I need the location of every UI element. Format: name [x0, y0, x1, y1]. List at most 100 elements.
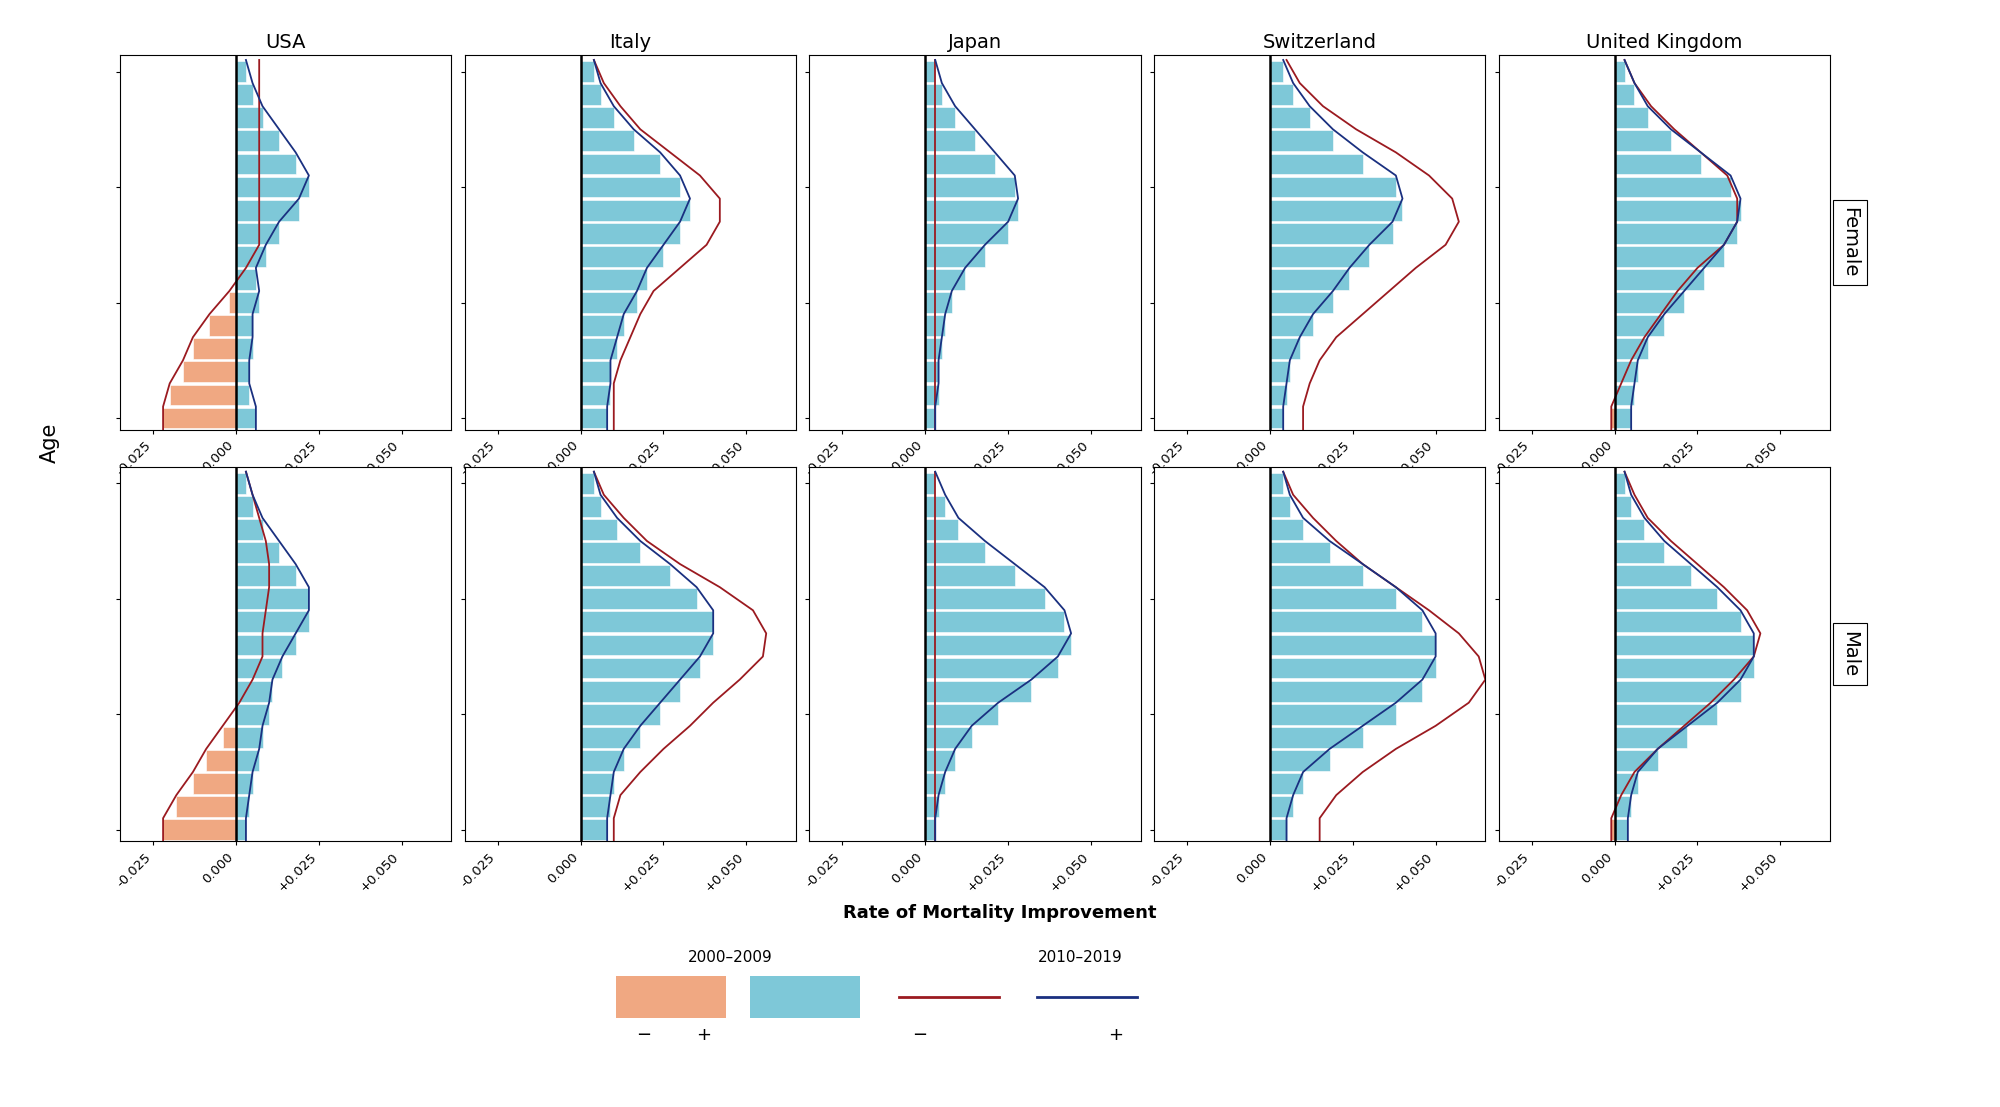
Bar: [236, 519, 262, 540]
Bar: [236, 131, 280, 152]
Bar: [236, 246, 266, 267]
Title: Italy: Italy: [610, 33, 652, 52]
Bar: [1614, 362, 1638, 382]
Bar: [1614, 658, 1754, 679]
Bar: [1270, 269, 1350, 290]
Bar: [580, 199, 690, 220]
Bar: [926, 84, 942, 105]
Bar: [236, 819, 246, 840]
Bar: [236, 199, 298, 220]
Bar: [580, 339, 618, 359]
Bar: [926, 292, 952, 313]
Bar: [926, 315, 946, 337]
Bar: [1612, 407, 1614, 428]
Bar: [1614, 473, 1624, 494]
Bar: [1614, 634, 1754, 655]
Bar: [580, 362, 610, 382]
Bar: [580, 681, 680, 702]
Bar: [1614, 751, 1658, 770]
Bar: [1614, 773, 1638, 794]
Bar: [1270, 223, 1392, 244]
Bar: [1614, 84, 1634, 105]
Bar: [236, 107, 262, 128]
Bar: [580, 292, 636, 313]
Bar: [926, 407, 936, 428]
Bar: [236, 496, 252, 517]
Bar: [1270, 588, 1396, 609]
Bar: [1270, 315, 1314, 337]
Bar: [1614, 384, 1634, 405]
Bar: [1270, 384, 1286, 405]
Bar: [580, 542, 640, 563]
Bar: [926, 658, 1058, 679]
Bar: [236, 773, 252, 794]
Bar: [1270, 292, 1332, 313]
Bar: [580, 566, 670, 586]
Bar: [210, 315, 236, 337]
Bar: [206, 751, 236, 770]
Bar: [236, 727, 262, 747]
Bar: [580, 796, 610, 817]
Bar: [926, 611, 1064, 632]
Bar: [1270, 819, 1286, 840]
Bar: [1270, 611, 1422, 632]
Title: USA: USA: [266, 33, 306, 52]
Bar: [236, 611, 308, 632]
Bar: [1614, 519, 1644, 540]
Bar: [1614, 681, 1740, 702]
Bar: [580, 407, 608, 428]
Bar: [1270, 519, 1304, 540]
Bar: [1614, 246, 1724, 267]
Bar: [580, 473, 594, 494]
Bar: [222, 727, 236, 747]
Text: Rate of Mortality Improvement: Rate of Mortality Improvement: [844, 904, 1156, 922]
Bar: [580, 704, 660, 725]
Bar: [1270, 542, 1330, 563]
Bar: [1270, 796, 1294, 817]
Bar: [1614, 107, 1648, 128]
Bar: [580, 315, 624, 337]
Bar: [926, 154, 994, 174]
Bar: [1614, 154, 1700, 174]
Bar: [580, 519, 618, 540]
Bar: [580, 269, 646, 290]
Bar: [236, 339, 252, 359]
Bar: [1614, 199, 1740, 220]
Bar: [580, 61, 594, 82]
Bar: [1270, 727, 1362, 747]
Bar: [1612, 819, 1614, 840]
Bar: [1270, 246, 1370, 267]
Bar: [236, 588, 308, 609]
Bar: [926, 542, 984, 563]
Bar: [580, 611, 714, 632]
Bar: [1614, 704, 1718, 725]
Bar: [580, 84, 600, 105]
Text: Age: Age: [40, 423, 60, 463]
Bar: [236, 154, 296, 174]
Bar: [236, 362, 250, 382]
Bar: [580, 634, 714, 655]
Bar: [1614, 269, 1704, 290]
Bar: [1614, 292, 1684, 313]
Bar: [1270, 681, 1422, 702]
Bar: [926, 177, 1014, 197]
Bar: [926, 496, 946, 517]
Bar: [1614, 566, 1690, 586]
Bar: [926, 566, 1014, 586]
Bar: [1270, 658, 1436, 679]
Bar: [236, 658, 282, 679]
Bar: [236, 634, 296, 655]
Bar: [236, 61, 246, 82]
Bar: [1270, 362, 1290, 382]
Bar: [926, 246, 984, 267]
Title: United Kingdom: United Kingdom: [1586, 33, 1742, 52]
Bar: [926, 819, 936, 840]
Bar: [926, 339, 942, 359]
Bar: [580, 658, 700, 679]
Bar: [1614, 588, 1718, 609]
Bar: [580, 384, 610, 405]
Bar: [1270, 107, 1310, 128]
Bar: [1614, 407, 1632, 428]
Bar: [926, 131, 974, 152]
Bar: [236, 223, 280, 244]
